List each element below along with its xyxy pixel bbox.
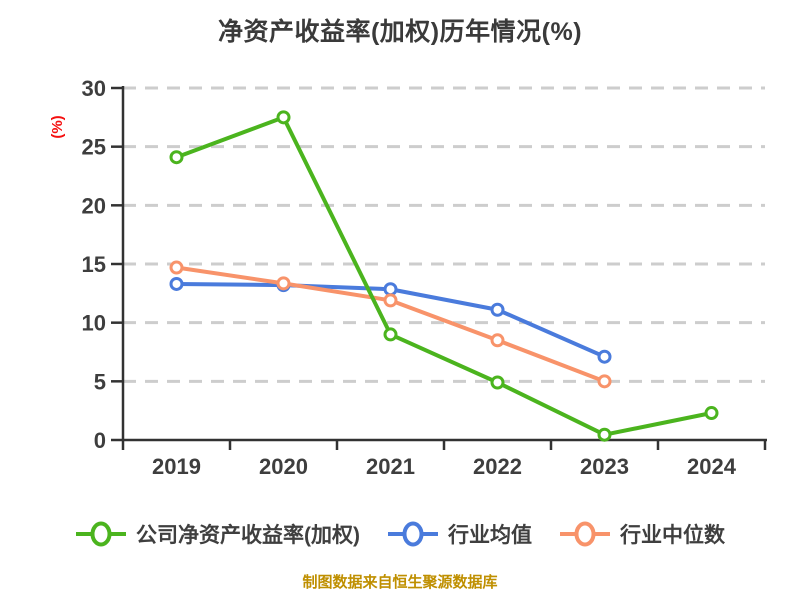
- y-tick-label-5: 5: [94, 369, 106, 394]
- x-tick-label-2020: 2020: [259, 454, 308, 479]
- x-tick-label-2019: 2019: [152, 454, 201, 479]
- y-tick-label-25: 25: [82, 135, 106, 160]
- y-axis-unit-label: (%): [49, 115, 66, 138]
- x-tick-label-2022: 2022: [473, 454, 522, 479]
- data-point-industry_median-2020: [276, 276, 291, 291]
- data-point-industry_mean-2022: [490, 302, 505, 317]
- data-point-company-2023: [597, 427, 612, 442]
- y-tick-label-30: 30: [82, 76, 106, 101]
- data-point-industry_median-2019: [169, 260, 184, 275]
- chart-title: 净资产收益率(加权)历年情况(%): [217, 18, 583, 46]
- data-point-company-2022: [490, 375, 505, 390]
- chart-legend: 公司净资产收益率(加权) 行业均值 行业中位数: [0, 519, 800, 549]
- legend-label-industry-median: 行业中位数: [620, 524, 725, 547]
- data-point-company-2019: [169, 150, 184, 165]
- data-point-industry_mean-2019: [169, 276, 184, 291]
- data-point-company-2024: [704, 406, 719, 421]
- data-point-company-2020: [276, 110, 291, 125]
- legend-marker-company-icon: [76, 521, 126, 547]
- legend-label-industry-mean: 行业均值: [448, 524, 532, 547]
- series-line-company: [174, 115, 714, 437]
- y-tick-label-10: 10: [82, 311, 106, 336]
- legend-label-company: 公司净资产收益率(加权): [136, 524, 360, 547]
- data-point-industry_median-2022: [490, 333, 505, 348]
- data-point-industry_median-2023: [597, 374, 612, 389]
- data-point-company-2021: [383, 327, 398, 342]
- x-tick-label-2021: 2021: [366, 454, 415, 479]
- y-tick-label-15: 15: [82, 252, 106, 277]
- y-tick-label-20: 20: [82, 193, 106, 218]
- data-point-industry_median-2021: [383, 293, 398, 308]
- legend-marker-industry-mean-icon: [388, 521, 438, 547]
- legend-item-industry-median: 行业中位数: [559, 519, 725, 549]
- data-point-industry_mean-2023: [597, 349, 612, 364]
- x-tick-label-2023: 2023: [580, 454, 629, 479]
- legend-item-company: 公司净资产收益率(加权): [75, 519, 360, 549]
- data-source-caption: 制图数据来自恒生聚源数据库: [302, 574, 498, 591]
- legend-item-industry-mean: 行业均值: [387, 519, 532, 549]
- x-tick-label-2024: 2024: [687, 454, 737, 479]
- legend-marker-industry-median-icon: [560, 521, 610, 547]
- y-tick-label-0: 0: [94, 428, 106, 453]
- data-point-industry_mean-2021: [383, 282, 398, 297]
